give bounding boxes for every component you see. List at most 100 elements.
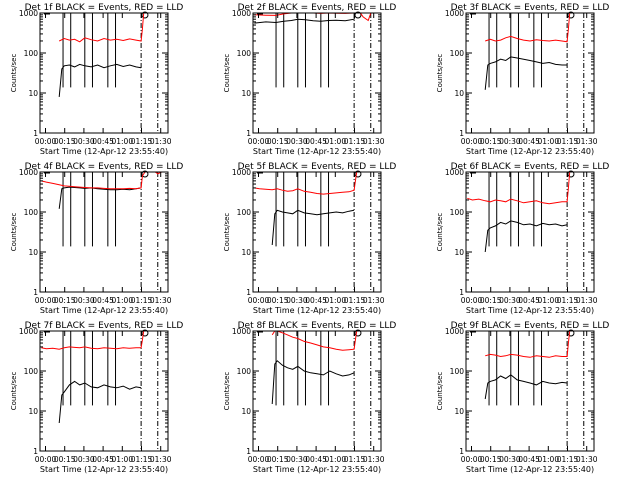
panel-det4f: Det 4f BLACK = Events, RED = LLD 1 10 100 10…: [10, 162, 183, 315]
ytick-label: 100: [237, 208, 252, 217]
plot-frame: [252, 330, 382, 452]
panel-det2f: Det 2f BLACK = Events, RED = LLD 1 10 100 10…: [223, 3, 396, 156]
panel-title: Det 5f BLACK = Events, RED = LLD: [238, 162, 397, 172]
y-axis-label: Counts/sec: [436, 213, 444, 252]
xtick-label: 00:00: [35, 455, 57, 464]
ytick-label: 100: [450, 208, 465, 217]
xtick-label: 00:45: [518, 296, 540, 305]
x-axis-label: Start Time (12-Apr-12 23:55:40): [253, 465, 381, 474]
ytick-label: 10: [454, 407, 464, 416]
series-events-line: [484, 220, 568, 253]
xtick-label: 00:00: [461, 137, 483, 146]
xtick-label: 00:30: [286, 137, 308, 146]
ytick-label: 1000: [19, 168, 38, 177]
ytick-label: 1000: [445, 168, 464, 177]
xtick-label: 00:15: [267, 296, 289, 305]
x-axis-label: Start Time (12-Apr-12 23:55:40): [466, 465, 594, 474]
xtick-label: 01:00: [111, 296, 133, 305]
xtick-label: 01:00: [111, 455, 133, 464]
x-axis-label: Start Time (12-Apr-12 23:55:40): [40, 465, 168, 474]
x-axis-label: Start Time (12-Apr-12 23:55:40): [40, 306, 168, 315]
series-lld-line: [467, 171, 571, 205]
series-lld-line: [41, 171, 162, 190]
xtick-label: 01:15: [557, 455, 579, 464]
xtick-label: 01:00: [324, 296, 346, 305]
y-axis-label: Counts/sec: [10, 372, 18, 411]
panel-title: Det 6f BLACK = Events, RED = LLD: [451, 162, 610, 172]
y-axis-label: Counts/sec: [10, 213, 18, 252]
panel-det9f: Det 9f BLACK = Events, RED = LLD 1 10 100 10…: [436, 321, 609, 474]
panel-title: Det 4f BLACK = Events, RED = LLD: [25, 162, 184, 172]
y-axis-label: Counts/sec: [223, 54, 231, 93]
series-lld-line: [58, 12, 145, 43]
xtick-label: 00:45: [92, 296, 114, 305]
series-lld-line: [41, 330, 145, 350]
plot-frame: [39, 12, 169, 134]
xtick-label: 00:00: [35, 137, 57, 146]
panel-title: Det 2f BLACK = Events, RED = LLD: [238, 3, 397, 13]
series-lld-line: [271, 330, 358, 351]
ytick-label: 10: [28, 407, 38, 416]
panel-title: Det 7f BLACK = Events, RED = LLD: [25, 321, 184, 331]
xtick-label: 01:30: [150, 455, 172, 464]
ytick-label: 100: [450, 367, 465, 376]
panel-det6f: Det 6f BLACK = Events, RED = LLD 1 10 100 10…: [436, 162, 609, 315]
xtick-label: 01:30: [576, 455, 598, 464]
xtick-label: 01:15: [344, 137, 366, 146]
xtick-label: 00:00: [248, 296, 270, 305]
xtick-label: 01:00: [537, 455, 559, 464]
x-axis-label: Start Time (12-Apr-12 23:55:40): [466, 147, 594, 156]
xtick-label: 00:45: [518, 455, 540, 464]
xtick-label: 00:00: [461, 455, 483, 464]
xtick-label: 00:45: [305, 296, 327, 305]
series-events-line: [58, 63, 142, 97]
xtick-label: 01:15: [344, 455, 366, 464]
xtick-label: 01:30: [576, 296, 598, 305]
xtick-label: 00:45: [305, 455, 327, 464]
xtick-label: 00:00: [248, 455, 270, 464]
x-axis-label: Start Time (12-Apr-12 23:55:40): [466, 306, 594, 315]
panel-det3f: Det 3f BLACK = Events, RED = LLD 1 10 100 10…: [436, 3, 609, 156]
series-events-line: [484, 374, 568, 400]
plot-frame: [252, 12, 382, 134]
plot-frame: [39, 330, 169, 452]
xtick-label: 01:00: [537, 296, 559, 305]
xtick-label: 01:15: [131, 137, 153, 146]
xtick-label: 01:15: [557, 137, 579, 146]
ytick-label: 1: [33, 288, 38, 297]
xtick-label: 00:45: [92, 455, 114, 464]
panel-det7f: Det 7f BLACK = Events, RED = LLD 1 10 100 10…: [10, 321, 183, 474]
xtick-label: 01:15: [557, 296, 579, 305]
ytick-label: 1: [246, 447, 251, 456]
ytick-label: 1000: [232, 9, 251, 18]
xtick-label: 00:15: [267, 137, 289, 146]
ytick-label: 10: [28, 89, 38, 98]
y-axis-label: Counts/sec: [223, 372, 231, 411]
ytick-label: 100: [450, 49, 465, 58]
ytick-label: 10: [28, 248, 38, 257]
xtick-label: 01:00: [324, 137, 346, 146]
ytick-label: 10: [454, 89, 464, 98]
xtick-label: 01:15: [131, 455, 153, 464]
ytick-label: 1000: [232, 327, 251, 336]
xtick-label: 00:30: [73, 137, 95, 146]
ytick-label: 10: [241, 407, 251, 416]
xtick-label: 00:15: [267, 455, 289, 464]
plot-frame: [252, 171, 382, 293]
xtick-label: 00:30: [286, 455, 308, 464]
panel-title: Det 3f BLACK = Events, RED = LLD: [451, 3, 610, 13]
xtick-label: 01:30: [363, 296, 385, 305]
ytick-label: 1000: [19, 327, 38, 336]
panel-title: Det 1f BLACK = Events, RED = LLD: [25, 3, 184, 13]
xtick-label: 00:30: [73, 296, 95, 305]
xtick-label: 01:00: [324, 455, 346, 464]
series-lld-line: [485, 12, 571, 43]
ytick-label: 1: [246, 129, 251, 138]
xtick-label: 00:15: [54, 137, 76, 146]
plot-frame: [465, 330, 595, 452]
xtick-label: 00:00: [248, 137, 270, 146]
y-axis-label: Counts/sec: [223, 213, 231, 252]
ytick-label: 10: [241, 89, 251, 98]
xtick-label: 00:15: [480, 296, 502, 305]
